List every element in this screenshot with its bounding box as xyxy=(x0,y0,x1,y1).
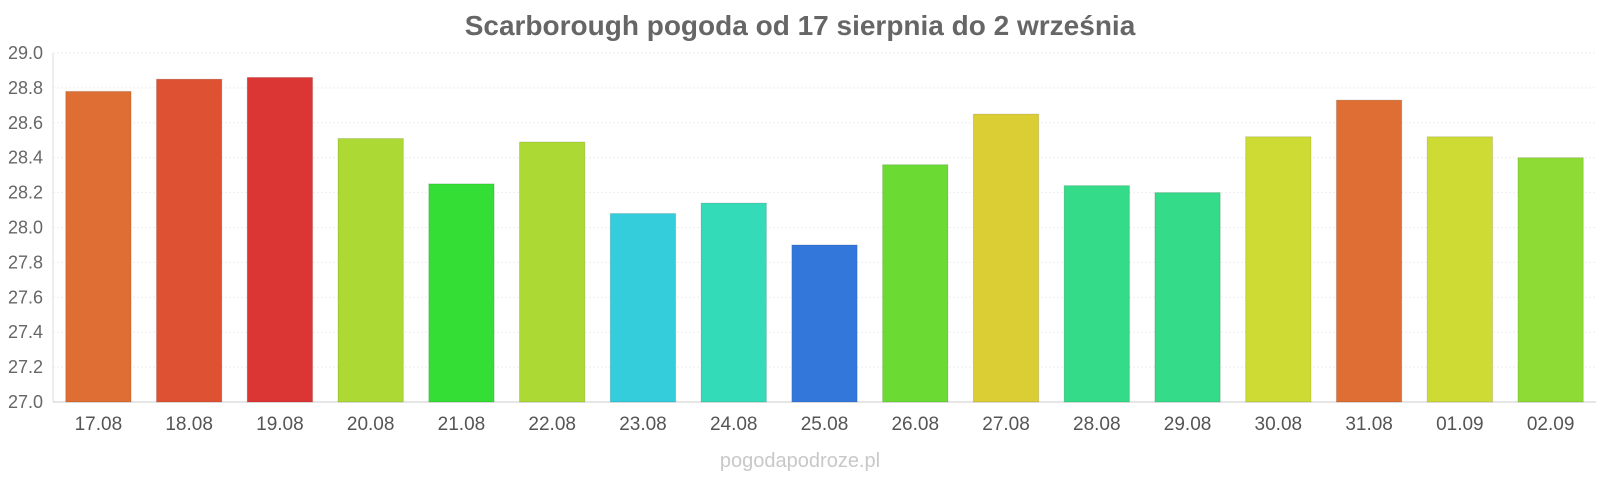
y-tick-label: 28.2 xyxy=(8,183,43,203)
x-tick-label: 27.08 xyxy=(982,414,1030,435)
bar xyxy=(1426,136,1494,403)
x-tick-label: 20.08 xyxy=(347,414,395,435)
x-tick-label: 28.08 xyxy=(1073,414,1121,435)
bar xyxy=(155,78,223,403)
chart-title: Scarborough pogoda od 17 sierpnia do 2 w… xyxy=(464,10,1136,41)
bar xyxy=(246,76,314,403)
bar xyxy=(1335,99,1403,403)
x-tick-label: 30.08 xyxy=(1255,414,1303,435)
x-tick-label: 19.08 xyxy=(256,414,304,435)
y-tick-label: 27.6 xyxy=(8,287,43,307)
x-tick-label: 26.08 xyxy=(891,414,939,435)
x-tick-label: 22.08 xyxy=(528,414,576,435)
y-tick-label: 27.0 xyxy=(8,392,43,412)
bar xyxy=(882,164,949,403)
x-tick-label: 25.08 xyxy=(801,414,849,435)
y-tick-label: 28.4 xyxy=(8,148,43,168)
bar xyxy=(1245,136,1312,403)
bar xyxy=(65,90,132,403)
bar xyxy=(519,141,586,403)
x-tick-label: 31.08 xyxy=(1345,414,1393,435)
watermark: pogodapodroze.pl xyxy=(719,450,881,472)
x-tick-label: 23.08 xyxy=(619,414,667,435)
bar xyxy=(1063,185,1130,403)
y-tick-label: 28.6 xyxy=(8,113,43,133)
x-tick-label: 01.09 xyxy=(1436,414,1484,435)
y-tick-label: 27.2 xyxy=(8,357,43,377)
bar xyxy=(1154,192,1221,403)
bar xyxy=(700,202,767,403)
bar xyxy=(337,138,404,403)
y-tick-label: 28.8 xyxy=(8,78,43,98)
bar xyxy=(791,244,858,403)
x-tick-label: 21.08 xyxy=(438,414,486,435)
y-tick-label: 27.8 xyxy=(8,252,43,272)
y-tick-label: 28.0 xyxy=(8,218,43,238)
x-tick-label: 29.08 xyxy=(1164,414,1212,435)
bar xyxy=(1517,157,1584,403)
x-tick-label: 02.09 xyxy=(1527,414,1575,435)
x-tick-label: 17.08 xyxy=(75,414,123,435)
y-tick-label: 29.0 xyxy=(8,43,43,63)
bar xyxy=(428,183,495,403)
x-tick-label: 24.08 xyxy=(710,414,758,435)
bar xyxy=(609,213,677,403)
bar xyxy=(972,113,1040,403)
x-tick-label: 18.08 xyxy=(165,414,213,435)
y-tick-label: 27.4 xyxy=(8,322,43,342)
